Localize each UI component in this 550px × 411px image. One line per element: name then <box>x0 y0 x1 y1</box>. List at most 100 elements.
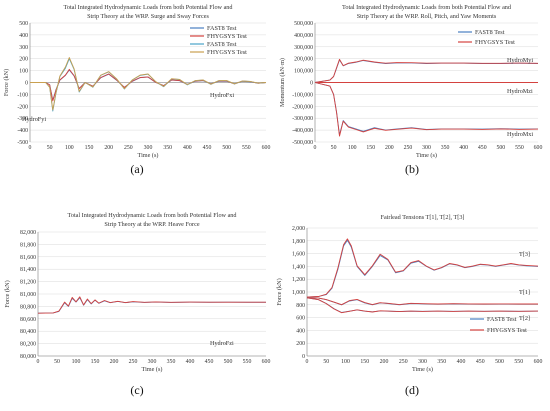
y-tick-label: 300,000 <box>294 45 313 51</box>
annotation-label: HydroMzi <box>507 88 533 95</box>
x-tick-label: 600 <box>262 359 271 365</box>
x-tick-label: 50 <box>331 145 337 151</box>
chart-title: Strip Theory at the WRP. Heave Force <box>104 221 199 228</box>
x-tick-label: 450 <box>205 359 214 365</box>
x-tick-label: 300 <box>148 359 157 365</box>
x-tick-label: 0 <box>37 359 40 365</box>
x-tick-label: 300 <box>144 145 153 151</box>
y-axis-label: Force (kN) <box>276 278 283 305</box>
annotation-label: HydroFzi <box>210 340 234 347</box>
x-tick-label: 550 <box>515 145 524 151</box>
x-tick-label: 250 <box>129 359 138 365</box>
y-axis-label: Force (kN) <box>4 280 11 307</box>
panel-label: (c) <box>130 383 143 397</box>
x-tick-label: 300 <box>418 359 427 365</box>
x-tick-label: 100 <box>72 359 81 365</box>
y-tick-label: 80,400 <box>20 329 36 335</box>
y-tick-label: 300 <box>19 45 28 51</box>
x-tick-label: 300 <box>422 145 431 151</box>
y-tick-label: 800 <box>296 303 305 309</box>
x-tick-label: 100 <box>65 145 74 151</box>
x-tick-label: 450 <box>478 145 487 151</box>
y-tick-label: 80,800 <box>20 304 36 310</box>
y-tick-label: 1,600 <box>292 252 305 258</box>
y-tick-label: -300,000 <box>292 116 313 122</box>
legend-entry: FAST8 Test <box>207 25 237 32</box>
annotation-label: T[2] <box>519 315 530 322</box>
series-line <box>314 58 539 83</box>
x-axis-label: Time (s) <box>412 366 433 373</box>
x-tick-label: 50 <box>47 145 53 151</box>
legend-entry: FAST8 Test <box>487 316 517 323</box>
y-tick-label: -500,000 <box>292 140 313 146</box>
panel-label: (b) <box>405 162 419 176</box>
y-tick-label: 80,200 <box>20 342 36 348</box>
y-tick-label: 1,200 <box>292 277 305 283</box>
y-tick-label: 400 <box>19 33 28 39</box>
y-axis-label: Force (kN) <box>3 69 10 96</box>
series-line <box>37 296 266 314</box>
series-line <box>306 239 539 298</box>
y-tick-label: 500 <box>19 21 28 27</box>
series-line <box>314 82 539 137</box>
legend-entry: FAST8 Test <box>207 41 237 48</box>
x-tick-label: 550 <box>242 145 251 151</box>
y-tick-label: 1,800 <box>292 239 305 245</box>
x-tick-label: 250 <box>404 145 413 151</box>
x-tick-label: 400 <box>457 359 466 365</box>
y-tick-label: -400 <box>17 128 28 134</box>
legend-entry: FHYGSYS Test <box>207 33 247 40</box>
x-tick-label: 150 <box>85 145 94 151</box>
y-tick-label: 81,200 <box>20 280 36 286</box>
chart-title: Total Integrated Hydrodynamic Loads from… <box>64 4 234 11</box>
legend-entry: FHYGSYS Test <box>487 327 527 334</box>
y-tick-label: 80,600 <box>20 317 36 323</box>
x-tick-label: 400 <box>459 145 468 151</box>
annotation-label: HydroFxi <box>210 92 234 99</box>
y-tick-label: 1,400 <box>292 264 305 270</box>
x-tick-label: 0 <box>29 145 32 151</box>
x-tick-label: 200 <box>104 145 113 151</box>
chart-title: Total Integrated Hydrodynamic Loads from… <box>342 4 512 11</box>
x-tick-label: 350 <box>441 145 450 151</box>
y-tick-label: 400 <box>296 328 305 334</box>
x-tick-label: 450 <box>203 145 212 151</box>
legend-entry: FHYGSYS Test <box>207 49 247 56</box>
x-tick-label: 200 <box>385 145 394 151</box>
y-axis-label: Momentum (kN·m) <box>279 58 286 107</box>
chart-panel-2: Total Integrated Hydrodynamic Loads from… <box>279 4 542 176</box>
chart-title: Fairlead Tensions T[1], T[2], T[3] <box>381 214 465 221</box>
y-tick-label: -200 <box>17 104 28 110</box>
annotation-label: HydroFyi <box>22 116 46 123</box>
y-tick-label: 81,400 <box>20 267 36 273</box>
x-tick-label: 50 <box>323 359 329 365</box>
y-tick-label: 0 <box>310 81 313 87</box>
x-tick-label: 600 <box>534 359 543 365</box>
x-axis-label: Time (s) <box>416 152 437 159</box>
x-tick-label: 400 <box>186 359 195 365</box>
x-tick-label: 350 <box>163 145 172 151</box>
x-tick-label: 200 <box>110 359 119 365</box>
chart-title: Total Integrated Hydrodynamic Loads from… <box>68 212 238 219</box>
y-tick-label: 600 <box>296 316 305 322</box>
x-tick-label: 0 <box>314 145 317 151</box>
x-tick-label: 500 <box>495 359 504 365</box>
x-tick-label: 350 <box>437 359 446 365</box>
x-tick-label: 150 <box>360 359 369 365</box>
y-tick-label: 82,000 <box>20 230 36 236</box>
x-axis-label: Time (s) <box>138 152 159 159</box>
legend-entry: FAST8 Test <box>475 29 505 36</box>
y-tick-label: 0 <box>302 354 305 360</box>
y-tick-label: 400,000 <box>294 33 313 39</box>
x-tick-label: 600 <box>534 145 543 151</box>
y-tick-label: 200,000 <box>294 57 313 63</box>
annotation-label: T[3] <box>519 251 530 258</box>
y-tick-label: 200 <box>19 57 28 63</box>
y-tick-label: -300 <box>17 116 28 122</box>
y-tick-label: 100,000 <box>294 69 313 75</box>
x-tick-label: 250 <box>124 145 133 151</box>
chart-title: Strip Theory at the WRP. Roll, Pitch, an… <box>357 13 497 20</box>
annotation-label: T[1] <box>519 289 530 296</box>
